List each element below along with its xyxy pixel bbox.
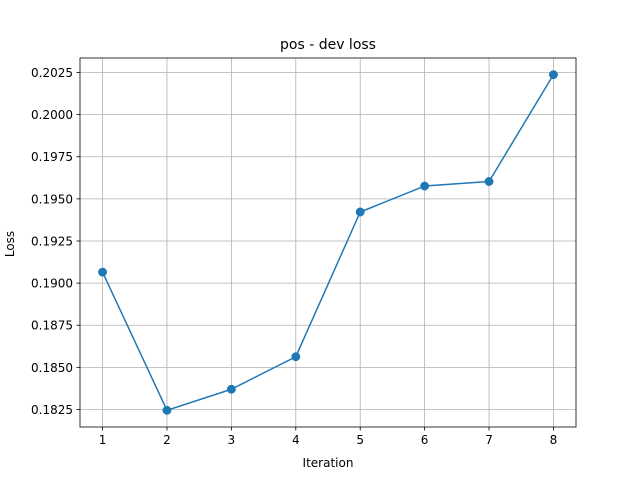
data-point: [162, 405, 172, 415]
data-point: [291, 352, 301, 362]
grid: [80, 58, 576, 427]
data-point: [484, 177, 494, 186]
data-point: [355, 207, 365, 217]
y-tick-label: 0.1850: [31, 361, 73, 375]
series-line: [101, 73, 555, 412]
x-tick-label: 4: [292, 433, 300, 447]
axes: 1 2 3 4 5 6 7 8 0.1825 0.1850 0.1875 0.1900 0.1925 0.…: [31, 57, 577, 447]
y-tick-label: 0.1900: [31, 277, 73, 291]
data-point: [549, 70, 558, 80]
plot-frame: [79, 57, 577, 428]
x-tick-label: 5: [356, 433, 364, 447]
x-tick-label: 2: [163, 433, 171, 447]
x-axis-label: Iteration: [303, 456, 354, 470]
x-tick-label: 6: [421, 433, 429, 447]
y-tick-label: 0.1825: [31, 403, 73, 417]
chart-title: pos - dev loss: [280, 37, 376, 53]
data-point: [226, 384, 236, 394]
y-tick-label: 0.1950: [31, 192, 73, 206]
x-tick-label: 7: [485, 433, 493, 447]
x-tick-label: 3: [228, 433, 236, 447]
series-layer: [98, 70, 558, 415]
data-point: [98, 267, 107, 277]
y-tick-label: 0.2025: [31, 66, 73, 80]
data-point: [420, 181, 430, 191]
y-axis-label: Loss: [3, 231, 17, 257]
y-tick-label: 0.1875: [31, 319, 73, 333]
x-tick-label: 8: [550, 433, 558, 447]
x-tick-label: 1: [99, 433, 107, 447]
y-tick-label: 0.1975: [31, 150, 73, 164]
y-tick-label: 0.1925: [31, 234, 73, 248]
y-tick-label: 0.2000: [31, 108, 73, 122]
